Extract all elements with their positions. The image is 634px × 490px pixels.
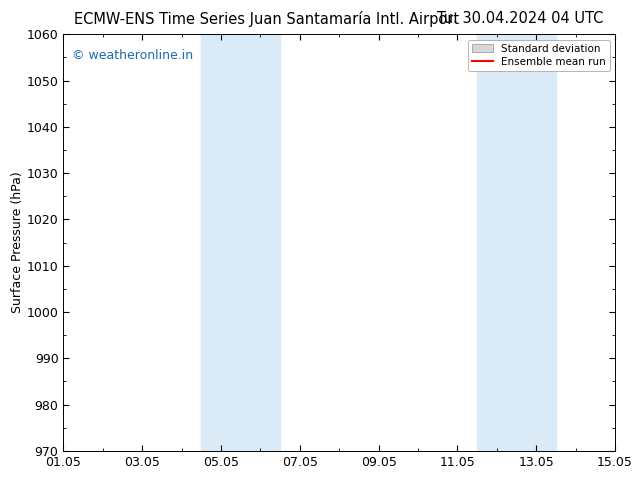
- Legend: Standard deviation, Ensemble mean run: Standard deviation, Ensemble mean run: [467, 40, 610, 71]
- Bar: [202, 34, 280, 451]
- Text: Tu. 30.04.2024 04 UTC: Tu. 30.04.2024 04 UTC: [437, 11, 603, 26]
- Text: ECMW-ENS Time Series Juan Santamaría Intl. Airport: ECMW-ENS Time Series Juan Santamaría Int…: [74, 11, 459, 27]
- Y-axis label: Surface Pressure (hPa): Surface Pressure (hPa): [11, 172, 24, 314]
- Bar: [477, 34, 556, 451]
- Text: © weatheronline.in: © weatheronline.in: [72, 49, 193, 62]
